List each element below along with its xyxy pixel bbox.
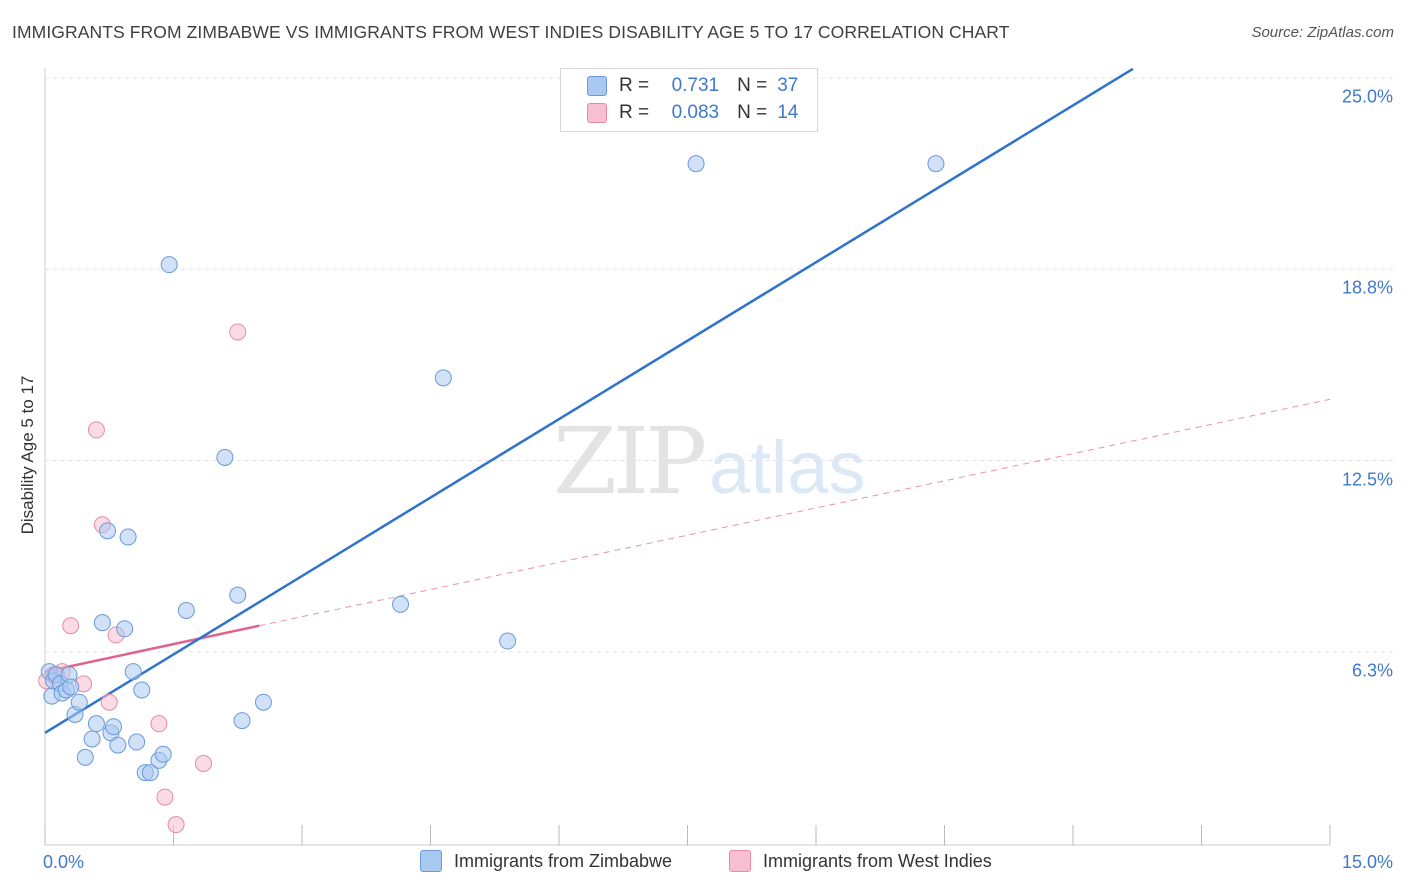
zimbabwe-point <box>229 586 247 604</box>
zimbabwe-point <box>93 614 111 632</box>
zimbabwe-point <box>99 522 117 540</box>
west-indies-r-label: R = <box>619 102 650 123</box>
trend-lines <box>44 67 1331 734</box>
zimbabwe-point <box>254 693 272 711</box>
west-indies-r-value: 0.083 <box>671 102 720 123</box>
west-indies-point <box>229 323 247 341</box>
source-label: Source: ZipAtlas.com <box>1251 24 1394 41</box>
west-indies-swatch <box>587 103 607 123</box>
zimbabwe-point <box>119 528 137 546</box>
zimbabwe-point <box>62 678 80 696</box>
y-tick-label: 18.8% <box>1341 277 1393 298</box>
zimbabwe-points <box>40 155 945 782</box>
correlation-legend: R = 0.731 N = 37 R = 0.083 N = 14 <box>560 68 818 132</box>
bottom-west-indies-swatch <box>729 850 751 872</box>
zimbabwe-point <box>233 712 251 730</box>
bottom-zimbabwe-label: Immigrants from Zimbabwe <box>454 850 673 871</box>
zimbabwe-point <box>154 745 172 763</box>
zimbabwe-point <box>83 730 101 748</box>
bottom-zimbabwe-swatch <box>420 850 442 872</box>
zimbabwe-point <box>105 718 123 736</box>
zimbabwe-point <box>116 620 134 638</box>
zimbabwe-point <box>177 601 195 619</box>
zimbabwe-point <box>216 448 234 466</box>
west-indies-points <box>38 323 247 834</box>
zimbabwe-n-value: 37 <box>777 75 799 96</box>
legend-row-zimbabwe: R = 0.731 N = 37 <box>587 74 798 98</box>
y-tick-label: 6.3% <box>1351 660 1393 681</box>
y-axis-label: Disability Age 5 to 17 <box>18 375 37 535</box>
zimbabwe-point <box>392 595 410 613</box>
zimbabwe-r-label: R = <box>619 75 650 96</box>
chart-title: IMMIGRANTS FROM ZIMBABWE VS IMMIGRANTS F… <box>12 22 1010 42</box>
zimbabwe-point <box>434 369 452 387</box>
legend-row-west-indies: R = 0.083 N = 14 <box>587 101 798 125</box>
west-indies-trend-extension <box>259 398 1331 627</box>
axes <box>44 68 1331 846</box>
zimbabwe-point <box>687 155 705 173</box>
zimbabwe-point <box>927 155 945 173</box>
bottom-legend-west-indies: Immigrants from West Indies <box>729 850 992 872</box>
west-indies-point <box>100 693 118 711</box>
zimbabwe-r-value: 0.731 <box>671 75 720 96</box>
x-tick-label: 0.0% <box>43 852 85 872</box>
zimbabwe-n-label: N = <box>737 75 768 96</box>
west-indies-point <box>156 788 174 806</box>
x-tick-label: 15.0% <box>1341 852 1393 872</box>
zimbabwe-point <box>141 764 159 782</box>
bottom-west-indies-label: Immigrants from West Indies <box>763 850 992 871</box>
west-indies-point <box>87 421 105 439</box>
zimbabwe-point <box>87 715 105 733</box>
west-indies-trend-line <box>44 624 260 673</box>
west-indies-point <box>194 754 212 772</box>
watermark-atlas: atlas <box>709 426 866 509</box>
zimbabwe-point <box>124 663 142 681</box>
zimbabwe-point <box>133 681 151 699</box>
grid-lines <box>45 77 1395 653</box>
zimbabwe-trend-line <box>44 67 1134 734</box>
zimbabwe-point <box>70 693 88 711</box>
watermark-zip: ZIP <box>553 408 707 515</box>
bottom-legend-zimbabwe: Immigrants from Zimbabwe <box>420 850 672 872</box>
zimbabwe-point <box>499 632 517 650</box>
west-indies-point <box>62 617 80 635</box>
y-tick-label: 25.0% <box>1341 86 1393 107</box>
watermark: ZIPatlas <box>553 408 865 515</box>
zimbabwe-point <box>76 748 94 766</box>
west-indies-n-value: 14 <box>777 102 799 123</box>
zimbabwe-swatch <box>587 76 607 96</box>
west-indies-n-label: N = <box>737 102 768 123</box>
zimbabwe-point <box>160 256 178 274</box>
west-indies-point <box>150 715 168 733</box>
west-indies-point <box>167 816 185 834</box>
zimbabwe-point <box>128 733 146 751</box>
zimbabwe-point <box>109 736 127 754</box>
y-tick-label: 12.5% <box>1341 469 1393 489</box>
